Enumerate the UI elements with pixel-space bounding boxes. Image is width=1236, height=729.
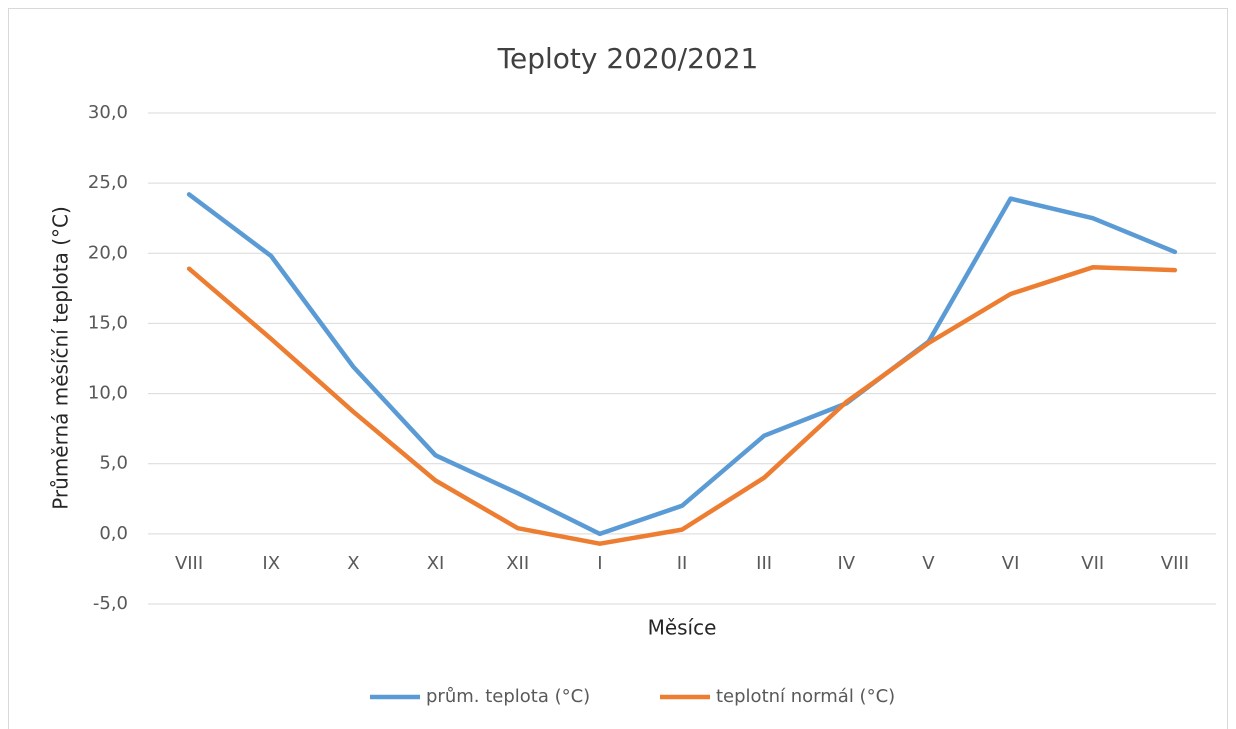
- x-tick-label: VIII: [1161, 553, 1189, 574]
- x-axis-title: Měsíce: [648, 616, 717, 640]
- y-tick-label: 0,0: [99, 523, 128, 544]
- x-tick-label: VII: [1081, 553, 1104, 574]
- x-tick-label: I: [597, 553, 602, 574]
- chart-border: [8, 8, 1228, 729]
- y-tick-label: 10,0: [88, 383, 128, 404]
- x-tick-label: V: [922, 553, 935, 574]
- x-tick-label: X: [347, 553, 359, 574]
- y-tick-label: 30,0: [88, 102, 128, 123]
- x-tick-label: IV: [837, 553, 855, 574]
- series-line: [186, 192, 1178, 537]
- y-axis-title: Průměrná měsíční teplota (°C): [49, 206, 73, 510]
- legend-label: prům. teplota (°C): [426, 686, 590, 707]
- x-tick-label: VI: [1002, 553, 1020, 574]
- x-tick-label: III: [756, 553, 772, 574]
- x-tick-label: XII: [506, 553, 529, 574]
- x-tick-label: II: [677, 553, 688, 574]
- legend-label: teplotní normál (°C): [716, 686, 895, 707]
- y-tick-label: 5,0: [99, 453, 128, 474]
- x-tick-label: XI: [427, 553, 445, 574]
- x-tick-label: VIII: [175, 553, 203, 574]
- y-tick-label: 15,0: [88, 312, 128, 333]
- y-tick-label: 25,0: [88, 172, 128, 193]
- series-line: [186, 265, 1178, 546]
- y-tick-label: -5,0: [93, 593, 128, 614]
- chart-title: Teploty 2020/2021: [497, 42, 759, 75]
- y-tick-label: 20,0: [88, 242, 128, 263]
- x-tick-label: IX: [262, 553, 280, 574]
